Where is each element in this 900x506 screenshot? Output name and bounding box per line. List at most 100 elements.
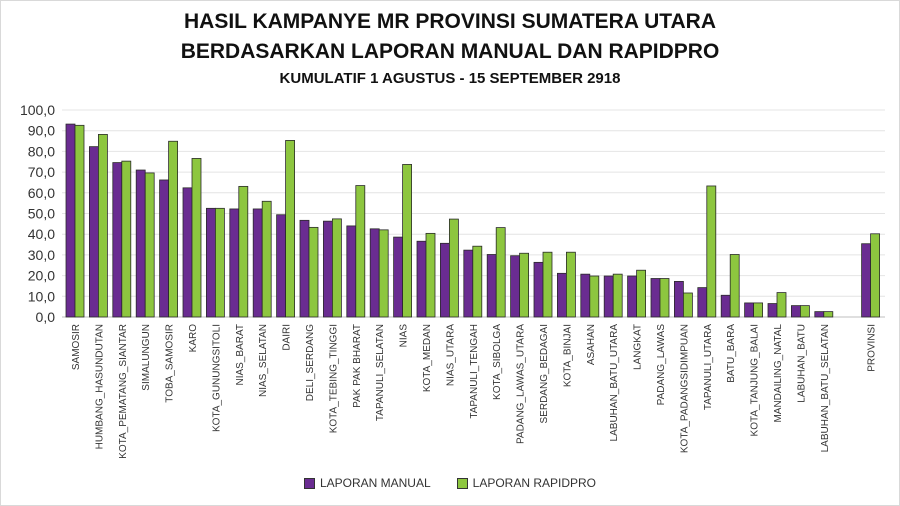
bar-manual xyxy=(159,179,170,318)
x-tick-label: PAK PAK BHARAT xyxy=(352,324,363,408)
x-tick-label: PADANG_LAWAS xyxy=(656,324,667,406)
bar-rapidpro xyxy=(168,140,179,318)
bar-rapidpro xyxy=(542,251,553,318)
bar-manual xyxy=(252,208,263,318)
bar-manual xyxy=(510,255,521,318)
bar-rapidpro xyxy=(144,172,155,318)
chart-subtitle: BERDASARKAN LAPORAN MANUAL DAN RAPIDPRO xyxy=(180,40,720,63)
x-tick-label: TAPANULI_SELATAN xyxy=(375,324,386,421)
bar-manual xyxy=(369,228,380,318)
x-tick-label: KARO xyxy=(188,324,199,353)
bar-rapidpro xyxy=(729,254,740,318)
bar-rapidpro xyxy=(683,292,693,318)
x-tick-label: LABUHAN_BATU_UTARA xyxy=(609,324,620,442)
x-tick-label: LABUHAN_BATU_SELATAN xyxy=(820,324,831,452)
bar-manual xyxy=(135,169,146,318)
bar-rapidpro xyxy=(495,227,506,318)
x-tick-label: SIMALUNGUN xyxy=(141,324,152,391)
bar-manual xyxy=(603,275,614,318)
x-tick-label: LANGKAT xyxy=(633,324,644,370)
x-tick-label: NIAS xyxy=(399,324,410,348)
bar-rapidpro xyxy=(98,134,108,318)
bar-rapidpro xyxy=(425,232,436,318)
x-tick-label: KOTA_BINJAI xyxy=(562,324,573,387)
bar-manual xyxy=(65,123,76,318)
bar-rapidpro xyxy=(448,218,459,318)
legend-swatch-manual xyxy=(303,477,315,489)
bar-rapidpro xyxy=(636,269,646,318)
bar-rapidpro xyxy=(659,278,670,318)
x-tick-label: KOTA_GUNUNGSITOLI xyxy=(211,324,222,432)
x-tick-label: KOTA_TANJUNG_BALAI xyxy=(750,324,761,436)
y-tick-label: 0,0 xyxy=(36,309,56,325)
bar-rapidpro xyxy=(378,229,389,318)
x-tick-label: SERDANG_BEDAGAI xyxy=(539,324,550,423)
bar-rapidpro xyxy=(355,185,366,318)
bar-manual xyxy=(322,220,333,318)
bar-manual xyxy=(627,275,637,318)
bar-manual xyxy=(112,162,123,318)
bar-manual xyxy=(697,287,708,318)
y-tick-label: 40,0 xyxy=(28,226,55,242)
bar-rapidpro xyxy=(800,305,810,318)
bar-manual xyxy=(393,236,404,318)
x-tick-label: TOBA_SAMOSIR xyxy=(165,324,176,403)
x-tick-label: HUMBANG_HASUNDUTAN xyxy=(94,324,105,449)
bar-rapidpro xyxy=(402,164,413,318)
x-tick-label: NIAS_BARAT xyxy=(235,324,246,386)
x-tick-label: KOTA_PADANGSIDIMPUAN xyxy=(679,324,690,453)
bar-manual xyxy=(416,240,427,318)
chart-title: HASIL KAMPANYE MR PROVINSI SUMATERA UTAR… xyxy=(183,10,716,33)
x-tick-label: KOTA_TEBING_TINGGI xyxy=(328,324,339,433)
x-tick-label: PADANG_LAWAS_UTARA xyxy=(516,324,527,444)
bar-manual xyxy=(463,249,474,318)
bar-rapidpro xyxy=(519,252,529,318)
legend-swatch-rapidpro xyxy=(456,477,468,489)
bar-rapidpro xyxy=(74,124,85,318)
x-tick-label: BATU_BARA xyxy=(726,324,737,383)
x-tick-label: SAMOSIR xyxy=(71,324,82,370)
bar-manual xyxy=(674,280,684,318)
bar-rapidpro xyxy=(870,233,880,318)
y-tick-label: 80,0 xyxy=(28,143,55,159)
bar-rapidpro xyxy=(308,226,319,318)
bar-rapidpro xyxy=(612,273,623,318)
bar-manual xyxy=(650,278,661,318)
bar-rapidpro xyxy=(285,140,296,318)
x-tick-label: NIAS_SELATAN xyxy=(258,324,269,397)
x-tick-label: ASAHAN xyxy=(586,324,597,365)
bar-manual xyxy=(346,225,357,318)
bar-manual xyxy=(276,214,287,318)
bar-manual xyxy=(299,219,310,318)
bar-rapidpro xyxy=(331,218,342,318)
x-tick-label: MANDAILING_NATAL xyxy=(773,324,784,423)
bar-manual xyxy=(861,243,871,318)
bar-manual xyxy=(439,242,450,318)
bar-manual xyxy=(486,254,497,318)
bar-rapidpro xyxy=(753,302,763,318)
y-tick-label: 70,0 xyxy=(28,164,55,180)
bar-manual xyxy=(229,208,240,318)
chart-period: KUMULATIF 1 AGUSTUS - 15 SEPTEMBER 2918 xyxy=(279,70,621,87)
bar-rapidpro xyxy=(191,158,202,318)
bar-rapidpro xyxy=(706,185,717,318)
x-tick-label: TAPANULI_UTARA xyxy=(703,324,714,410)
bar-rapidpro xyxy=(589,275,600,318)
x-tick-label: NIAS_UTARA xyxy=(445,324,456,386)
bar-rapidpro xyxy=(472,245,483,318)
legend-label-rapidpro: LAPORAN RAPIDPRO xyxy=(472,476,597,490)
legend: LAPORAN MANUAL LAPORAN RAPIDPRO xyxy=(0,476,900,490)
y-tick-label: 90,0 xyxy=(28,123,55,139)
x-tick-label: KOTA_MEDAN xyxy=(422,324,433,392)
bar-rapidpro xyxy=(214,207,225,318)
x-tick-label: KOTA_PEMATANG_SIANTAR xyxy=(118,324,129,459)
bar-manual xyxy=(557,272,567,318)
bar-manual xyxy=(533,261,544,318)
y-tick-label: 30,0 xyxy=(28,247,55,263)
bar-rapidpro xyxy=(238,185,249,318)
bar-rapidpro xyxy=(121,160,132,318)
bar-manual xyxy=(89,146,99,318)
bar-manual xyxy=(720,294,731,318)
bar-rapidpro xyxy=(823,311,834,318)
